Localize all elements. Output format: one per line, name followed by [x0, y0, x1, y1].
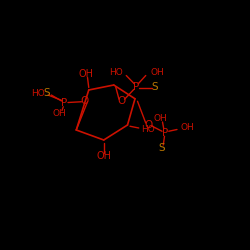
Text: S: S: [151, 82, 158, 92]
Text: O: O: [118, 96, 126, 106]
Text: S: S: [44, 88, 50, 98]
Text: OH: OH: [150, 68, 164, 78]
Text: OH: OH: [180, 123, 194, 132]
Text: OH: OH: [96, 151, 111, 161]
Text: P: P: [133, 82, 140, 92]
Text: O: O: [144, 120, 153, 130]
Text: P: P: [162, 128, 168, 138]
Text: HO: HO: [141, 126, 155, 134]
Text: HO: HO: [31, 89, 44, 98]
Text: OH: OH: [53, 109, 66, 118]
Text: OH: OH: [153, 114, 167, 123]
Text: OH: OH: [79, 69, 94, 79]
Text: HO: HO: [109, 68, 122, 78]
Text: O: O: [80, 96, 88, 106]
Text: P: P: [62, 98, 68, 108]
Text: S: S: [159, 143, 165, 153]
